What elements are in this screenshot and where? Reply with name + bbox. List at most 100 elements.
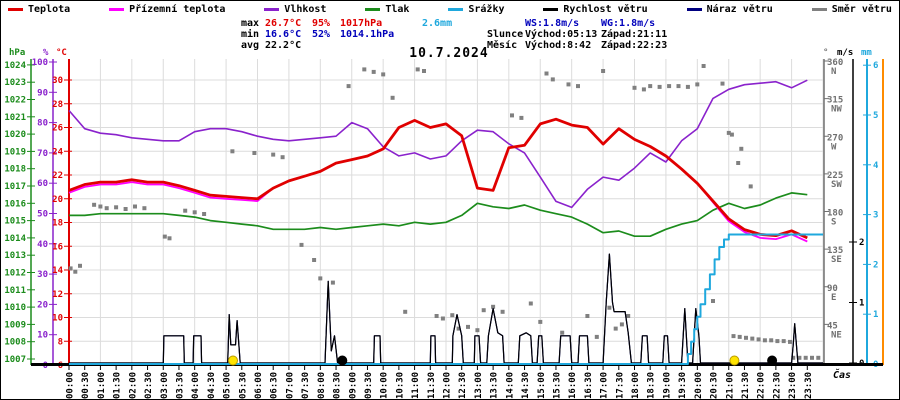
legend-label: Náraz větru bbox=[706, 4, 773, 15]
svg-text:00:00: 00:00 bbox=[66, 372, 76, 399]
svg-text:15:00: 15:00 bbox=[537, 372, 547, 399]
legend-item-1: Přízemní teplota bbox=[109, 4, 225, 15]
svg-text:23:30: 23:30 bbox=[804, 372, 814, 399]
stat-humidity: 95% bbox=[312, 18, 331, 29]
svg-text:5: 5 bbox=[873, 111, 878, 121]
svg-text:%: % bbox=[43, 48, 49, 58]
legend-label: Srážky bbox=[468, 4, 505, 15]
svg-text:8: 8 bbox=[58, 337, 63, 347]
svg-text:E: E bbox=[831, 293, 836, 303]
svg-text:09:00: 09:00 bbox=[348, 372, 358, 399]
svg-text:1013: 1013 bbox=[4, 251, 26, 261]
stats-block: max 26.7°C 95% 1017hPa 2.6mm min 16.6°C 52% 1014… bbox=[241, 18, 452, 51]
svg-text:10:30: 10:30 bbox=[395, 372, 405, 399]
svg-text:10: 10 bbox=[37, 331, 48, 341]
series-precip bbox=[69, 233, 823, 365]
svg-text:09:30: 09:30 bbox=[364, 372, 374, 399]
svg-text:4: 4 bbox=[873, 161, 879, 171]
svg-text:24: 24 bbox=[52, 147, 63, 157]
svg-text:10:00: 10:00 bbox=[380, 372, 390, 399]
svg-text:17:00: 17:00 bbox=[600, 372, 610, 399]
svg-text:70: 70 bbox=[37, 149, 48, 159]
svg-text:30: 30 bbox=[37, 270, 48, 280]
legend-item-6: Náraz větru bbox=[686, 4, 773, 15]
svg-text:19:30: 19:30 bbox=[678, 372, 688, 399]
legend-label: Vlhkost bbox=[284, 4, 327, 15]
stat-label: max bbox=[241, 18, 260, 29]
svg-text:04:30: 04:30 bbox=[207, 372, 217, 399]
svg-text:hPa: hPa bbox=[9, 48, 25, 58]
svg-text:14:30: 14:30 bbox=[521, 372, 531, 399]
series-wind-direction bbox=[68, 64, 821, 360]
svg-text:21:00: 21:00 bbox=[725, 372, 735, 399]
svg-text:30: 30 bbox=[52, 76, 63, 86]
stat-temp: 16.6°C bbox=[265, 29, 302, 40]
svg-text:1009: 1009 bbox=[4, 320, 26, 330]
legend-label: Přízemní teplota bbox=[129, 4, 226, 15]
svg-text:08:30: 08:30 bbox=[333, 372, 343, 399]
axis-percent: 0102030405060708090100% bbox=[32, 48, 57, 371]
sun-marker-icon bbox=[729, 355, 740, 366]
series-pressure bbox=[69, 192, 808, 238]
svg-text:1021: 1021 bbox=[4, 113, 26, 123]
svg-text:07:30: 07:30 bbox=[301, 372, 311, 399]
svg-text:60: 60 bbox=[37, 179, 48, 189]
svg-text:100: 100 bbox=[32, 58, 48, 68]
stat-precip: 2.6mm bbox=[422, 18, 453, 29]
svg-text:22:00: 22:00 bbox=[757, 372, 767, 399]
svg-text:02:00: 02:00 bbox=[128, 372, 138, 399]
svg-text:20: 20 bbox=[52, 195, 63, 205]
wind-speed-max: WS:1.8m/s bbox=[525, 18, 580, 29]
svg-text:19:00: 19:00 bbox=[662, 372, 672, 399]
astro-set: Západ:22:23 bbox=[601, 40, 668, 51]
svg-text:°C: °C bbox=[56, 48, 67, 58]
svg-text:1010: 1010 bbox=[4, 303, 26, 313]
svg-text:180: 180 bbox=[827, 209, 843, 219]
axis-celsius: 681012141618202224262830°C bbox=[52, 48, 72, 371]
astro-row-Slunce: Slunce Východ:05:13 Západ:21:11 bbox=[487, 29, 667, 40]
svg-text:2: 2 bbox=[873, 260, 878, 270]
legend-label: Rychlost větru bbox=[563, 4, 648, 15]
svg-text:360: 360 bbox=[827, 58, 843, 68]
svg-text:18:00: 18:00 bbox=[631, 372, 641, 399]
moon-marker-icon bbox=[337, 355, 348, 366]
legend-label: Tlak bbox=[385, 4, 410, 15]
axis-time: 00:00 00:30 01:00 01:30 02:00 02:30 03:00 03:30… bbox=[31, 363, 883, 399]
svg-text:20: 20 bbox=[37, 300, 48, 310]
svg-text:04:00: 04:00 bbox=[191, 372, 201, 399]
svg-text:26: 26 bbox=[52, 124, 63, 134]
stats-row-avg: avg 22.2°C bbox=[241, 40, 452, 51]
astro-set: Západ:21:11 bbox=[601, 29, 668, 40]
svg-text:mm: mm bbox=[861, 48, 872, 58]
svg-text:05:00: 05:00 bbox=[223, 372, 233, 399]
svg-text:21:30: 21:30 bbox=[741, 372, 751, 399]
svg-text:16:30: 16:30 bbox=[584, 372, 594, 399]
svg-text:m/s: m/s bbox=[837, 48, 853, 58]
legend-item-2: Vlhkost bbox=[264, 4, 326, 15]
svg-text:08:00: 08:00 bbox=[317, 372, 327, 399]
svg-text:1: 1 bbox=[859, 299, 864, 309]
moon-marker-icon bbox=[767, 355, 778, 366]
svg-text:05:30: 05:30 bbox=[238, 372, 248, 399]
svg-text:07:00: 07:00 bbox=[285, 372, 295, 399]
legend-swatch-icon bbox=[543, 8, 559, 11]
svg-text:02:30: 02:30 bbox=[144, 372, 154, 399]
svg-text:11:30: 11:30 bbox=[427, 372, 437, 399]
stat-label: min bbox=[241, 29, 260, 40]
svg-text:1019: 1019 bbox=[4, 147, 26, 157]
svg-text:1014: 1014 bbox=[4, 234, 26, 244]
stats-row-min: min 16.6°C 52% 1014.1hPa bbox=[241, 29, 452, 40]
svg-text:SE: SE bbox=[831, 255, 842, 265]
svg-text:270: 270 bbox=[827, 133, 843, 143]
svg-text:NE: NE bbox=[831, 330, 842, 340]
stat-pressure: 1017hPa bbox=[340, 18, 383, 29]
legend-swatch-icon bbox=[8, 8, 23, 11]
svg-text:06:00: 06:00 bbox=[254, 372, 264, 399]
legend-item-5: Rychlost větru bbox=[543, 4, 648, 15]
astro-label: Měsíc bbox=[487, 40, 518, 51]
svg-text:13:00: 13:00 bbox=[474, 372, 484, 399]
svg-text:12:30: 12:30 bbox=[458, 372, 468, 399]
svg-text:1007: 1007 bbox=[4, 355, 26, 365]
